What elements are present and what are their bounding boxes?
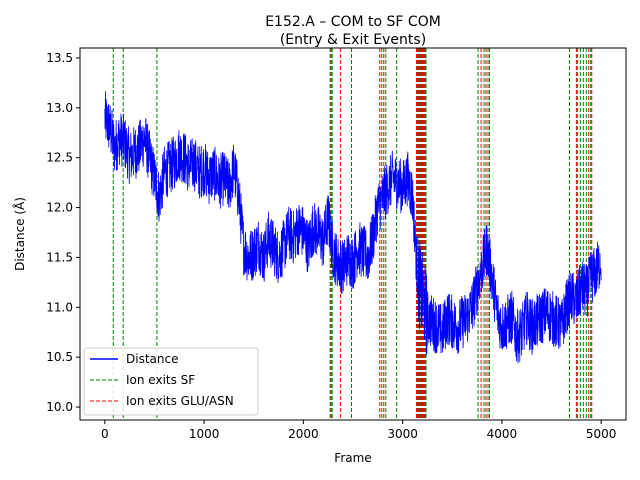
y-tick-label-0: 10.0	[46, 400, 73, 414]
plot-frame	[79, 47, 627, 421]
y-tick-label-3: 11.5	[46, 250, 73, 264]
series-layer	[104, 91, 602, 364]
x-axis-label: Frame	[334, 451, 371, 465]
event-lines	[112, 48, 593, 420]
chart-subtitle: (Entry & Exit Events)	[280, 32, 426, 48]
x-tick-label-4: 4000	[487, 427, 518, 441]
x-tick-label-3: 3000	[387, 427, 418, 441]
y-tick-label-7: 13.5	[46, 51, 73, 65]
y-tick-label-1: 10.5	[46, 350, 73, 364]
legend-box	[83, 347, 259, 416]
chart-title: E152.A – COM to SF COM	[265, 14, 441, 30]
y-tick-label-5: 12.5	[46, 151, 73, 165]
x-tick-label-5: 5000	[586, 427, 617, 441]
y-tick-label-6: 13.0	[46, 101, 73, 115]
legend: Distance Ion exits SF Ion exits GLU/ASN	[83, 347, 259, 416]
y-axis: 10.0 10.5 11.0 11.5 12.0 12.5 13.0 13.5	[46, 51, 80, 414]
y-axis-label: Distance (Å)	[12, 197, 27, 271]
x-axis: 0 1000 2000 3000 4000 5000	[101, 420, 616, 441]
legend-label-distance: Distance	[126, 352, 178, 366]
plot-area	[79, 47, 627, 421]
series-distance-line	[104, 91, 602, 364]
x-tick-label-0: 0	[101, 427, 109, 441]
y-tick-label-4: 12.0	[46, 201, 73, 215]
y-tick-label-2: 11.0	[46, 300, 73, 314]
legend-label-ion-exits-glu-asn: Ion exits GLU/ASN	[126, 394, 234, 408]
legend-label-ion-exits-sf: Ion exits SF	[126, 373, 195, 387]
x-tick-label-1: 1000	[189, 427, 220, 441]
x-tick-label-2: 2000	[288, 427, 319, 441]
